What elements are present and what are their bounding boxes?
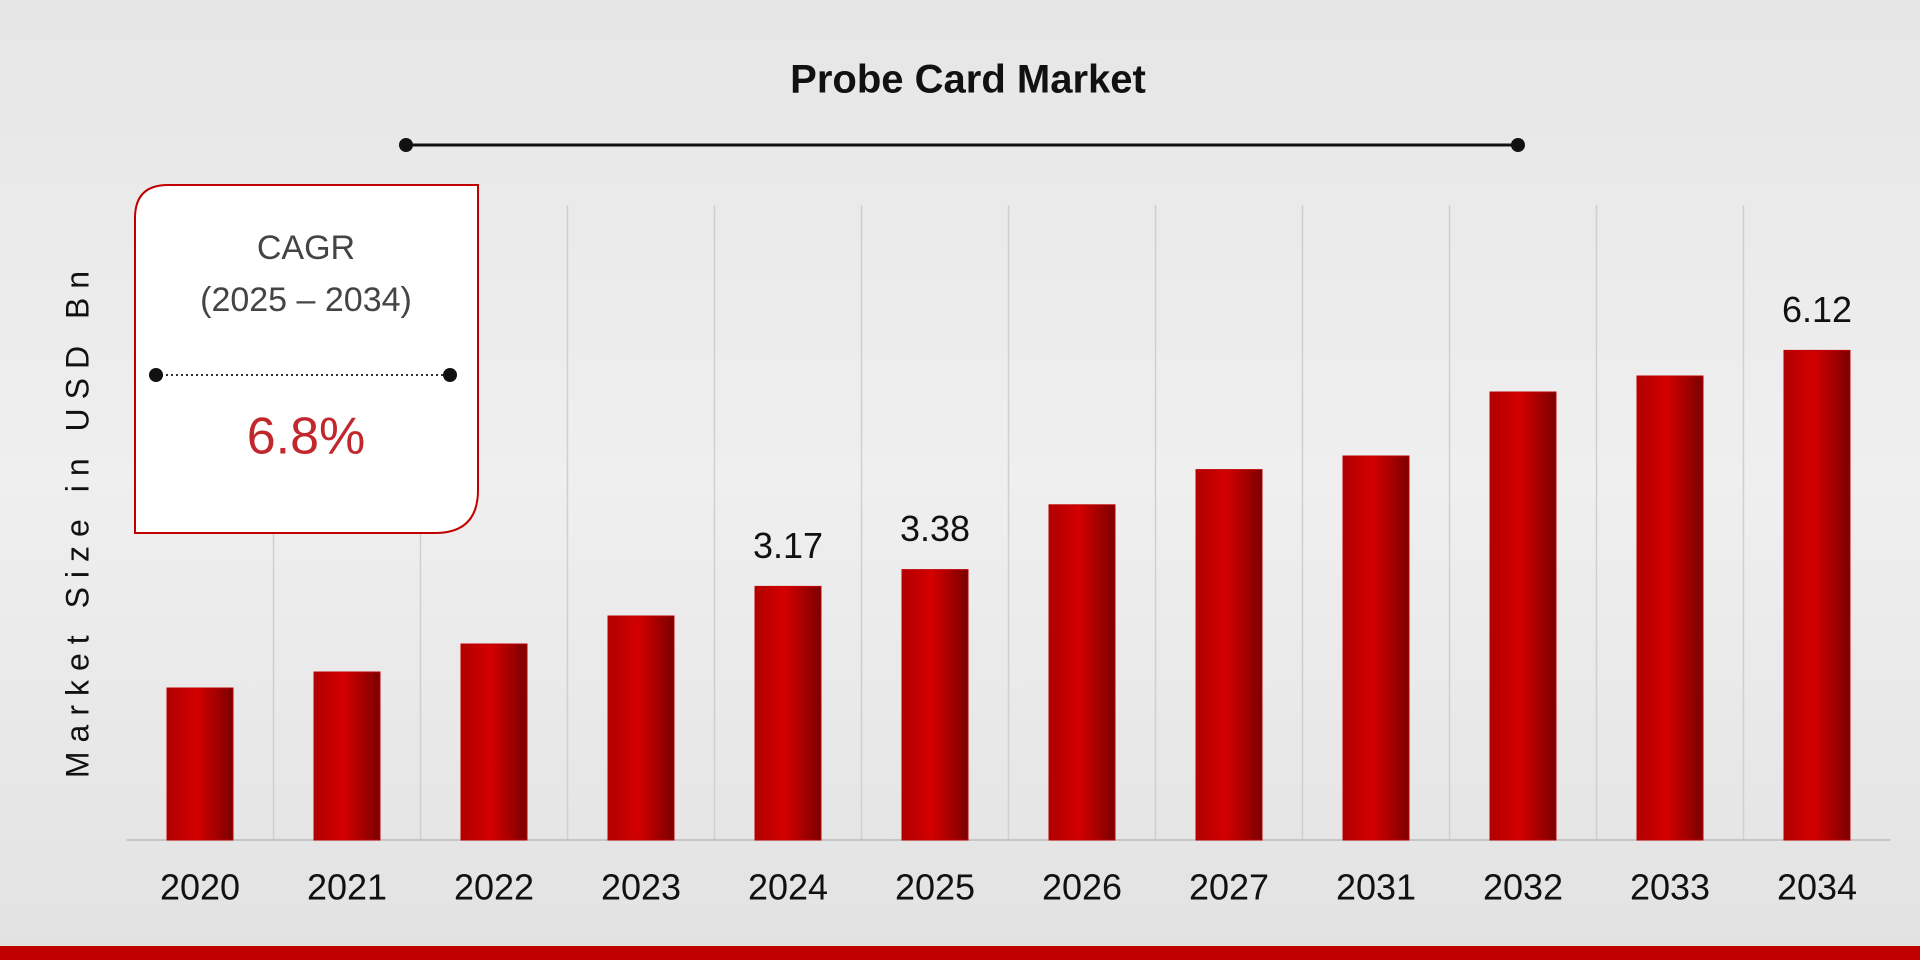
bar [1489, 391, 1557, 841]
bar [607, 615, 675, 841]
x-tick-label: 2024 [748, 867, 828, 908]
cagr-period: (2025 – 2034) [200, 281, 412, 319]
bar [1195, 469, 1263, 841]
bar [754, 585, 822, 841]
x-tick-label: 2034 [1777, 867, 1857, 908]
x-tick-label: 2031 [1336, 867, 1416, 908]
x-tick-label: 2026 [1042, 867, 1122, 908]
bar [1783, 349, 1851, 841]
cagr-title: CAGR [257, 229, 355, 267]
bar [1048, 504, 1116, 841]
value-label: 6.12 [1782, 289, 1852, 330]
cagr-box [134, 184, 479, 534]
x-tick-label: 2025 [895, 867, 975, 908]
x-tick-label: 2023 [601, 867, 681, 908]
value-label: 3.38 [900, 508, 970, 549]
bar [1636, 375, 1704, 841]
chart-title: Probe Card Market [790, 58, 1146, 102]
x-tick-label: 2021 [307, 867, 387, 908]
bar [313, 671, 381, 841]
x-tick-label: 2027 [1189, 867, 1269, 908]
title-rule-dot [1511, 138, 1525, 152]
bar [1342, 455, 1410, 841]
bar [460, 643, 528, 841]
bar [166, 687, 234, 841]
y-axis-label: Market Size in USD Bn [59, 262, 95, 778]
cagr-value: 6.8% [247, 408, 366, 466]
plot: 2020 2021 2022 2023 2024 3.17 2025 3.38 2026 2027… [126, 205, 1891, 908]
value-label: 3.17 [753, 525, 823, 566]
bar [901, 569, 969, 841]
bottom-strip [0, 946, 1920, 960]
cagr-rule-dot [443, 368, 457, 382]
x-tick-label: 2033 [1630, 867, 1710, 908]
title-rule-dot [399, 138, 413, 152]
x-tick-label: 2022 [454, 867, 534, 908]
x-tick-label: 2020 [160, 867, 240, 908]
x-tick-label: 2032 [1483, 867, 1563, 908]
cagr-rule-dot [149, 368, 163, 382]
